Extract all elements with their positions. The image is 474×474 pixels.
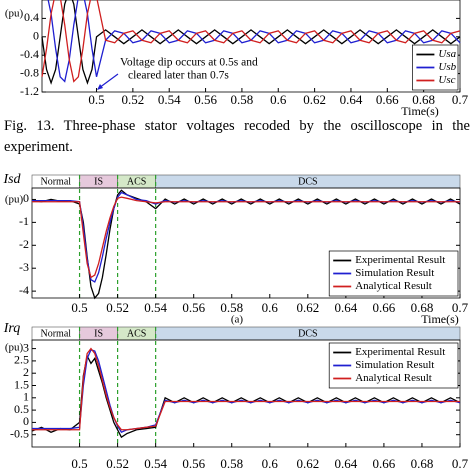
y-tick-label: 3 — [23, 340, 29, 354]
y-tick-label: 1.5 — [14, 377, 29, 391]
x-tick-label: 0.54 — [144, 456, 167, 471]
x-tick-label: 0.58 — [220, 300, 243, 315]
x-tick-label: 0.54 — [144, 300, 167, 315]
legend-label: Usc — [438, 74, 455, 86]
x-tick-label: 0.7 — [452, 456, 469, 471]
y-tick-label: -0.4 — [20, 47, 39, 61]
legend-label: Analytical Result — [355, 372, 432, 384]
plot-frame — [31, 187, 461, 299]
legend-label: Usb — [438, 61, 456, 73]
y-tick-label: 0 — [23, 191, 29, 205]
x-tick-label: 0.68 — [411, 300, 434, 315]
y-tick-label: 1 — [23, 390, 29, 404]
x-tick-label: 0.7 — [452, 92, 469, 107]
y-axis-label: Isd — [2, 172, 21, 187]
x-tick-label: 0.64 — [334, 300, 357, 315]
y-tick-label: 0 — [33, 29, 39, 43]
x-tick-label: 0.6 — [262, 300, 279, 315]
y-tick-label: -1 — [19, 214, 29, 228]
x-tick-label: 0.66 — [373, 456, 396, 471]
series-line — [47, 0, 461, 83]
x-tick-label: 0.68 — [412, 92, 435, 107]
x-tick-label: 0.6 — [262, 456, 279, 471]
legend-label: Simulation Result — [355, 359, 434, 371]
legend-label: Usa — [438, 48, 456, 60]
annotation-arrow — [98, 73, 119, 89]
x-tick-label: 0.62 — [296, 456, 319, 471]
x-tick-label: 0.6 — [270, 92, 287, 107]
y-tick-label: -3 — [19, 260, 29, 274]
phase-label: DCS — [298, 176, 317, 187]
legend-label: Analytical Result — [355, 280, 432, 292]
phase-label: IS — [94, 328, 103, 339]
annotation: cleared later than 0.7s — [128, 70, 229, 82]
x-tick-label: 0.56 — [182, 300, 205, 315]
x-tick-label: 0.5 — [71, 456, 87, 471]
series-group — [31, 347, 461, 439]
arrow-head — [97, 84, 103, 90]
y-axis-unit: (pu) — [5, 342, 24, 354]
x-axis-label: Time(s) — [401, 104, 439, 118]
phase-label: IS — [94, 176, 103, 187]
phase-label: ACS — [127, 176, 146, 187]
series-line — [32, 347, 460, 431]
x-axis-label: Time(s) — [421, 312, 459, 326]
y-axis-label: Irq — [3, 321, 21, 336]
y-tick-label: -2 — [19, 237, 29, 251]
x-tick-label: 0.56 — [194, 92, 217, 107]
legend-label: Simulation Result — [355, 267, 434, 279]
legend-label: Experimental Result — [355, 254, 445, 266]
plot-frame — [31, 339, 461, 448]
x-tick-label: 0.62 — [296, 300, 319, 315]
series-line — [32, 196, 460, 279]
x-tick-label: 0.52 — [106, 300, 129, 315]
y-tick-label: -0.5 — [10, 426, 29, 440]
x-tick-label: 0.52 — [121, 92, 144, 107]
x-tick-label: 0.66 — [373, 300, 396, 315]
y-tick-label: -0.8 — [20, 65, 39, 79]
x-tick-label: 0.56 — [182, 456, 205, 471]
phase-label: Normal — [41, 328, 72, 339]
x-tick-label: 0.58 — [231, 92, 254, 107]
y-tick-label: -1.2 — [20, 84, 39, 98]
y-tick-label: 0.5 — [14, 402, 29, 416]
phase-label: ACS — [127, 328, 146, 339]
y-tick-label: 0 — [23, 414, 29, 428]
x-tick-label: 0.68 — [411, 456, 434, 471]
y-axis-label: (pu) — [5, 8, 24, 20]
series-line — [41, 0, 461, 83]
plot-frame — [41, 0, 461, 93]
annotation: Voltage dip occurs at 0.5s and — [120, 57, 258, 69]
x-tick-label: 0.62 — [303, 92, 326, 107]
y-tick-label: 2.5 — [14, 353, 29, 367]
y-axis-unit: (pu) — [5, 194, 24, 206]
phase-label: DCS — [298, 328, 317, 339]
x-tick-label: 0.52 — [106, 456, 129, 471]
series-group — [31, 189, 461, 300]
panel-label: (a) — [231, 314, 244, 326]
y-tick-label: 2 — [23, 365, 29, 379]
x-tick-label: 0.7 — [452, 300, 469, 315]
phase-label: Normal — [41, 176, 72, 187]
x-tick-label: 0.64 — [340, 92, 363, 107]
x-tick-label: 0.58 — [220, 456, 243, 471]
x-tick-label: 0.64 — [334, 456, 357, 471]
caption: Fig. 13. Three-phase stator voltages rec… — [4, 118, 470, 155]
x-tick-label: 0.66 — [376, 92, 399, 107]
y-tick-label: -4 — [19, 283, 29, 297]
series-group — [41, 0, 461, 85]
y-tick-label: 0.4 — [24, 10, 39, 24]
x-tick-label: 0.54 — [158, 92, 181, 107]
x-tick-label: 0.5 — [88, 92, 104, 107]
x-tick-label: 0.5 — [71, 300, 87, 315]
legend-label: Experimental Result — [355, 346, 445, 358]
